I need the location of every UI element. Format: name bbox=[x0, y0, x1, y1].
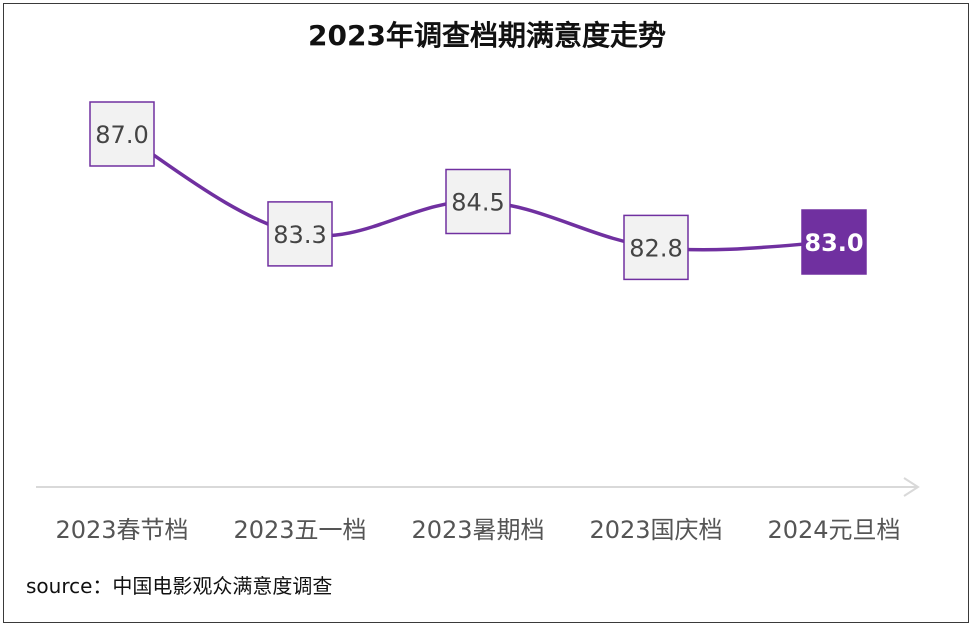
data-point-3: 84.5 bbox=[445, 168, 511, 235]
data-point-1: 87.0 bbox=[89, 101, 155, 167]
x-tick-label: 2024元旦档 bbox=[767, 516, 900, 544]
chart-title: 2023年调查档期满意度走势 bbox=[308, 19, 666, 52]
data-point-5: 83.0 bbox=[801, 209, 867, 275]
data-label-box bbox=[267, 201, 333, 267]
data-label: 87.0 bbox=[95, 121, 148, 149]
data-label: 82.8 bbox=[629, 234, 682, 262]
data-label-box bbox=[623, 214, 689, 281]
x-tick-label: 2023暑期档 bbox=[411, 516, 544, 544]
data-label-box bbox=[801, 209, 867, 275]
data-point-2: 83.3 bbox=[267, 201, 333, 267]
x-axis-arrow bbox=[903, 477, 920, 497]
data-label-box bbox=[445, 168, 511, 235]
data-label: 84.5 bbox=[451, 189, 504, 217]
x-tick-label: 2023春节档 bbox=[55, 516, 188, 544]
x-tick-label: 2023国庆档 bbox=[589, 516, 722, 544]
source-note: source：中国电影观众满意度调查 bbox=[26, 574, 333, 598]
data-label-box bbox=[89, 101, 155, 167]
data-label: 83.0 bbox=[804, 229, 863, 257]
chart-frame bbox=[3, 3, 969, 623]
x-tick-label: 2023五一档 bbox=[233, 516, 366, 544]
data-label: 83.3 bbox=[273, 221, 326, 249]
data-point-4: 82.8 bbox=[623, 214, 689, 281]
